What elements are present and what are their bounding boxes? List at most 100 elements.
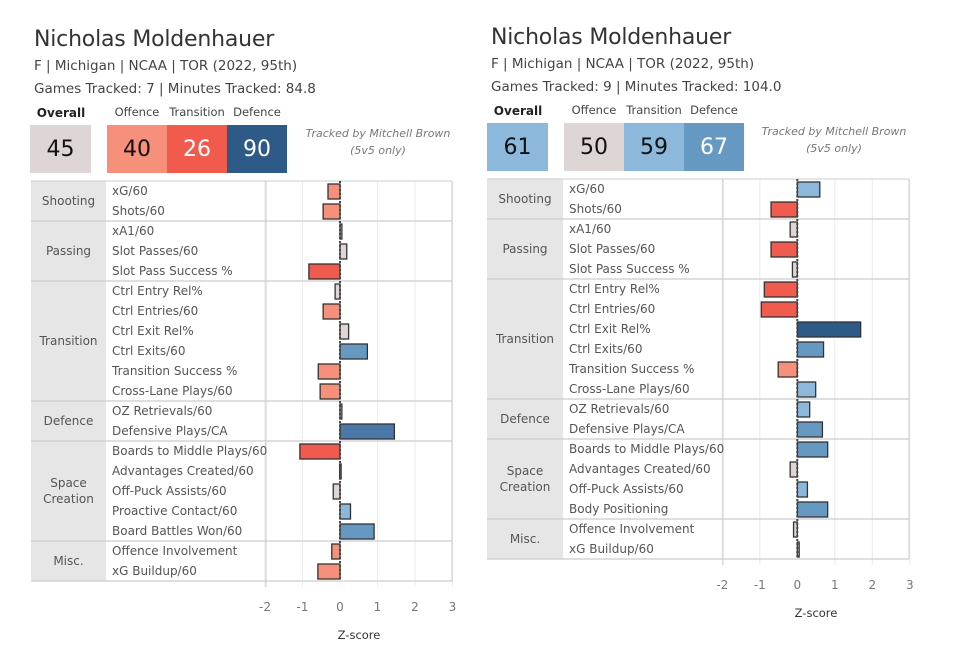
left-zscore-chart: Shooting xG/60 Shots/60 Passing xA1/60 Slot P… [31,180,457,642]
tracking-info: Games Tracked: 7 | Minutes Tracked: 84.8 [34,81,316,97]
defence-label: Defence [690,103,738,117]
metric-label: Cross-Lane Plays/60 [569,382,690,396]
x-tick-label: 2 [868,578,876,592]
bar-transition-success-[interactable] [317,363,341,380]
group-cell [487,519,563,559]
defence-score: 67 [684,123,744,171]
bar-shots-60[interactable] [770,201,798,218]
metric-label: Advantages Created/60 [569,462,711,476]
bar-ctrl-exit-rel-[interactable] [339,323,350,340]
bar-xg-60[interactable] [327,183,341,200]
metric-label: Body Positioning [569,502,668,516]
transition-label: Transition [626,103,682,117]
x-tick-label: 1 [831,578,839,592]
metric-label: Shots/60 [112,204,165,218]
bar-ctrl-entries-60[interactable] [760,301,798,318]
group-cell [31,541,106,581]
group-cell [31,281,106,401]
metric-label: Transition Success % [568,362,694,376]
x-tick-label: 1 [374,600,382,614]
group-label: Misc. [53,554,83,568]
metric-label: Advantages Created/60 [112,464,254,478]
player-bio: F | Michigan | NCAA | TOR (2022, 95th) [491,56,755,72]
group-label: Shooting [498,192,551,206]
bar-slot-passes-60[interactable] [770,241,798,258]
bar-off-puck-assists-60[interactable] [796,481,809,498]
metric-label: xG/60 [569,182,605,196]
metric-label: Board Battles Won/60 [112,524,242,538]
defence-score: 90 [227,125,287,173]
bar-body-positioning[interactable] [796,501,829,518]
bar-slot-pass-success-[interactable] [308,263,341,280]
bar-offence-involvement[interactable] [792,521,798,538]
defence-label: Defence [233,105,281,119]
tracker-credit-name: Tracked by Mitchell Brown [761,125,907,138]
metric-label: Ctrl Entries/60 [569,302,655,316]
x-tick-label: 2 [411,600,419,614]
bar-proactive-contact-60[interactable] [339,503,352,520]
metric-label: Ctrl Exits/60 [112,344,185,358]
x-axis-title: Z-score [795,606,838,620]
group-label: Shooting [42,194,95,208]
bar-ctrl-exits-60[interactable] [339,343,369,360]
transition-score: 59 [624,123,684,171]
bar-oz-retrievals-60[interactable] [796,401,811,418]
bar-advantages-created-60[interactable] [789,461,798,478]
bar-defensive-plays-ca[interactable] [796,421,824,438]
bar-board-battles-won-60[interactable] [339,523,375,540]
bar-boards-to-middle-plays-60[interactable] [796,441,829,458]
bar-xg-60[interactable] [796,181,821,198]
metric-label: Off-Puck Assists/60 [569,482,684,496]
bar-offence-involvement[interactable] [331,543,341,560]
bar-ctrl-entries-60[interactable] [322,303,341,320]
overall-score: 45 [30,125,91,173]
x-tick-label: 0 [336,600,344,614]
right-zscore-chart: Shooting xG/60 Shots/60 Passing xA1/60 Slot P… [487,178,914,620]
x-tick-label: -2 [716,578,728,592]
player-bio: F | Michigan | NCAA | TOR (2022, 95th) [34,58,298,74]
player-name: Nicholas Moldenhauer [491,25,732,50]
metric-label: Shots/60 [569,202,622,216]
offence-label: Offence [571,103,617,117]
group-label: Transition [495,332,554,346]
bar-ctrl-entry-rel-[interactable] [763,281,798,298]
transition-score: 26 [167,125,227,173]
bar-transition-success-[interactable] [777,361,798,378]
metric-label: xG Buildup/60 [112,564,197,578]
tracker-credit: Tracked by Mitchell Brown (5v5 only) [298,125,458,159]
group-cell [487,219,563,279]
x-axis-title: Z-score [338,628,381,642]
metric-label: Off-Puck Assists/60 [112,484,227,498]
metric-label: Transition Success % [111,364,237,378]
bar-slot-pass-success-[interactable] [791,261,798,278]
bar-cross-lane-plays-60[interactable] [796,381,817,398]
metric-label: Cross-Lane Plays/60 [112,384,233,398]
x-tick-label: 3 [906,578,914,592]
metric-label: Defensive Plays/CA [569,422,685,436]
bar-cross-lane-plays-60[interactable] [319,383,341,400]
bar-defensive-plays-ca[interactable] [339,423,396,440]
group-cell [487,179,563,219]
metric-label: xA1/60 [569,222,611,236]
bar-boards-to-middle-plays-60[interactable] [299,443,341,460]
metric-label: xG Buildup/60 [569,542,654,556]
bar-ctrl-exit-rel-[interactable] [796,321,862,338]
overall-label: Overall [493,104,543,118]
bar-slot-passes-60[interactable] [339,243,348,260]
bar-ctrl-entry-rel-[interactable] [334,283,341,300]
bar-xg-buildup-60[interactable] [317,563,341,580]
metric-label: Proactive Contact/60 [112,504,237,518]
group-label-line: Space [50,476,87,490]
bar-xa1-60[interactable] [789,221,798,238]
group-cell [487,399,563,439]
bar-off-puck-assists-60[interactable] [332,483,341,500]
metric-label: Offence Involvement [569,522,695,536]
group-cell [31,221,106,281]
x-tick-label: 3 [449,600,457,614]
bar-shots-60[interactable] [322,203,341,220]
group-label: Defence [500,412,550,426]
group-label: Defence [44,414,94,428]
metric-label: Offence Involvement [112,544,238,558]
group-cell [487,439,563,519]
bar-ctrl-exits-60[interactable] [796,341,825,358]
